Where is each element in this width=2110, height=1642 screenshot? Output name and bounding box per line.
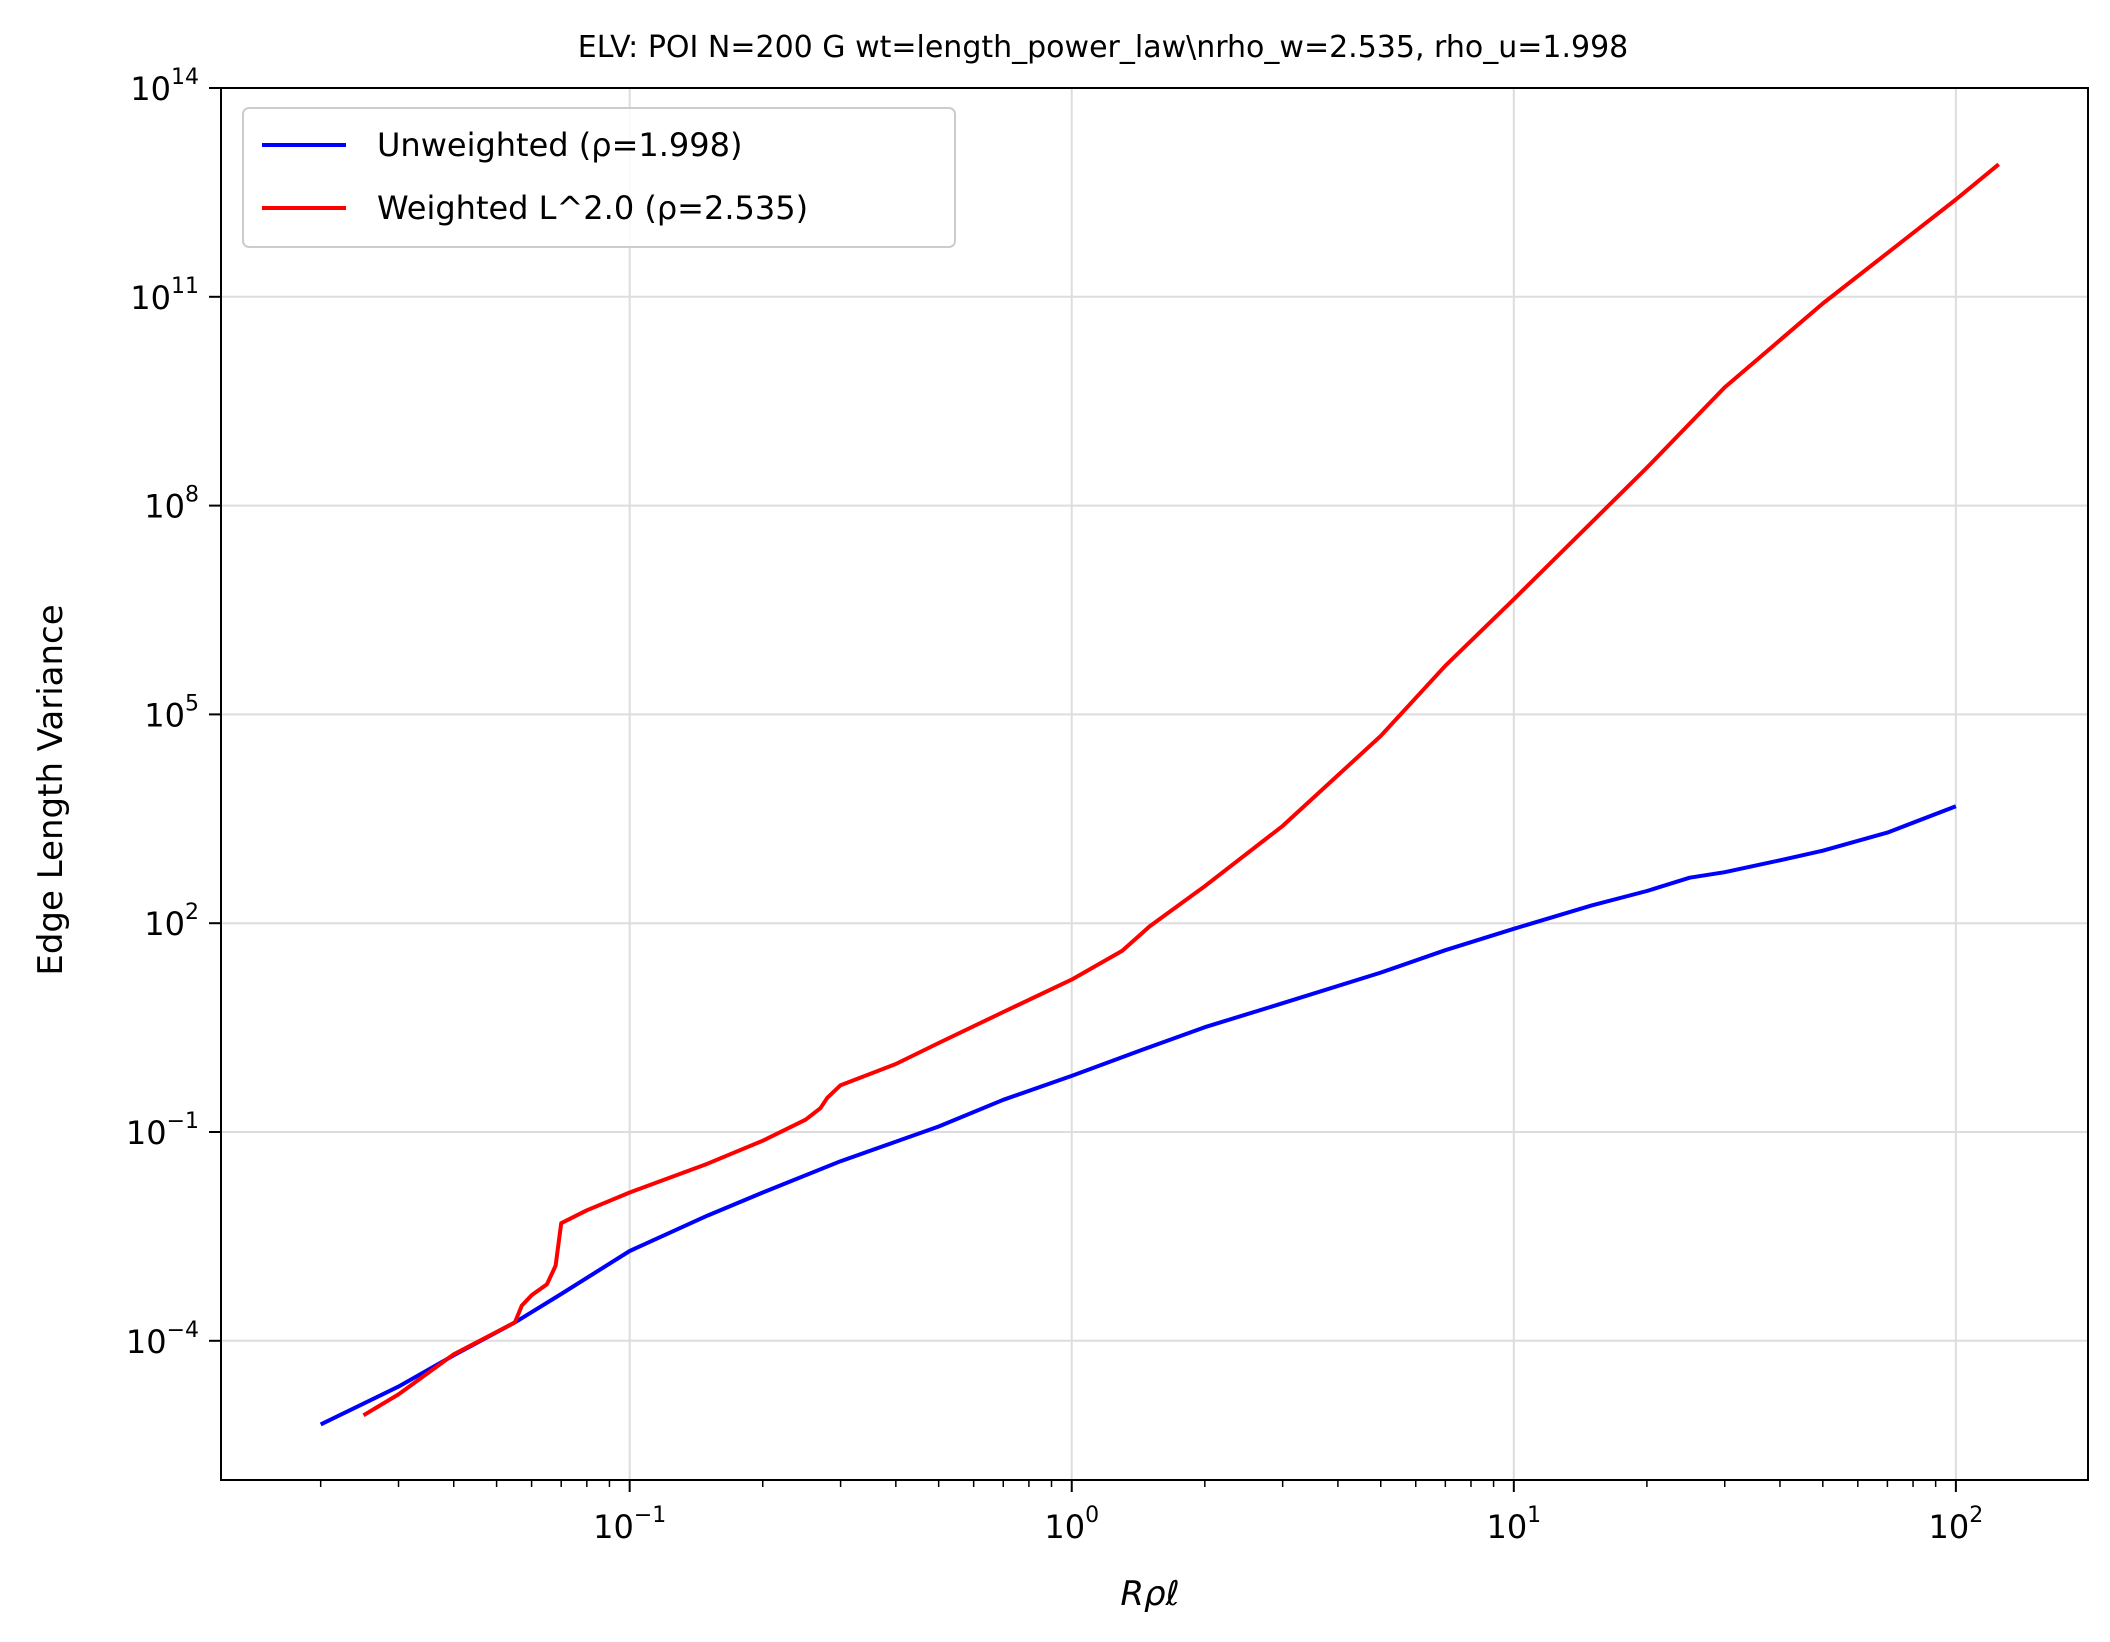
series-line-unweighted [319,804,1957,1427]
y-tick-label: 105 [144,691,199,734]
axis-ticks: 10−1 100 101 102 10−4 10−1 102 105 108 1011 1014 [126,65,1983,1546]
x-tick-label: 10−1 [593,1503,666,1546]
y-tick-label: 108 [144,483,199,526]
x-axis-label: Rρℓ [1120,1574,1179,1614]
x-tick-label: 101 [1486,1503,1541,1546]
legend-box [242,107,956,248]
x-tick-label: 100 [1044,1503,1099,1546]
y-tick-label: 102 [144,900,199,943]
x-tick-label: 102 [1929,1503,1984,1546]
legend-label-weighted: Weighted L^2.0 (ρ=2.535) [377,189,808,227]
y-tick-label: 10−1 [126,1109,199,1152]
y-tick-label: 1011 [130,274,199,317]
plot-series [319,162,2000,1427]
legend: Unweighted (ρ=1.998) Weighted L^2.0 (ρ=2.… [242,107,956,248]
chart-title: ELV: POI N=200 G wt=length_power_law\nrh… [578,30,1629,65]
legend-label-unweighted: Unweighted (ρ=1.998) [377,126,742,164]
y-tick-label: 10−4 [126,1318,199,1361]
series-line-weighted [362,162,2000,1418]
y-tick-label: 1014 [130,65,199,108]
plot-area-frame [220,87,2089,1481]
y-axis-label: Edge Length Variance [31,604,71,975]
